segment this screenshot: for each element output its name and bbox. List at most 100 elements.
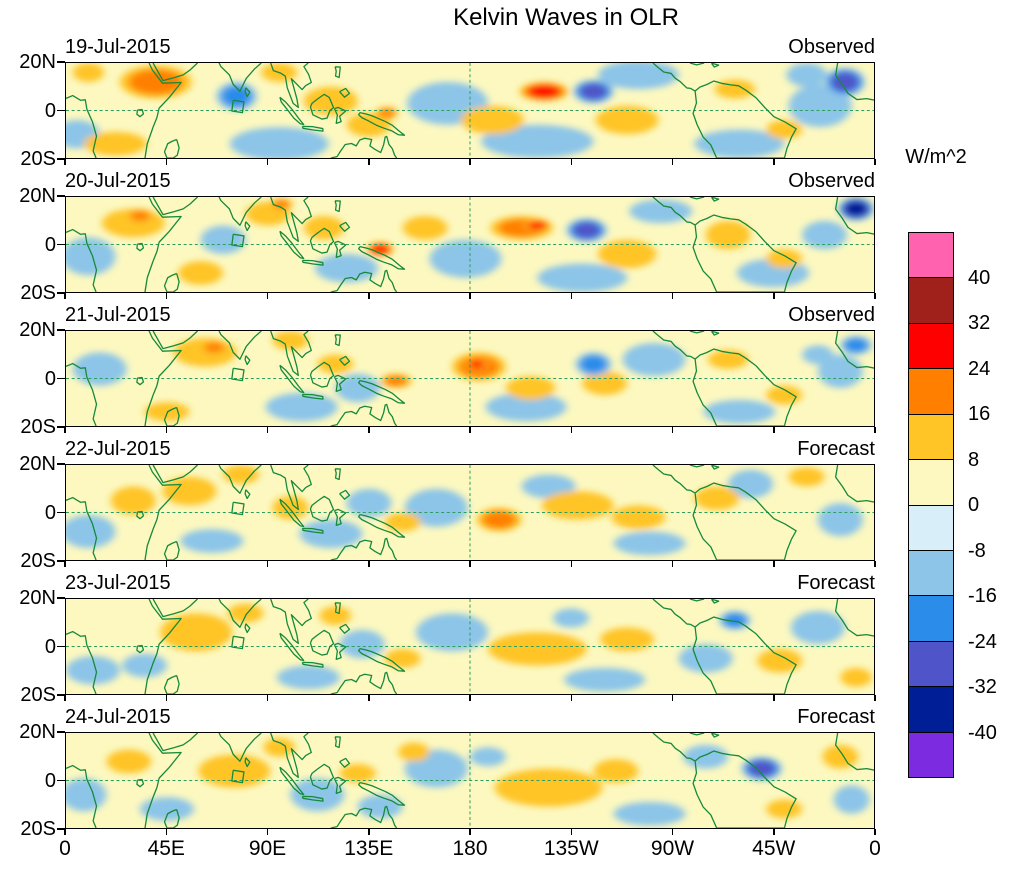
x-tick-label: 90E [248,837,287,860]
panel-header: 22-Jul-2015 Forecast [65,438,875,461]
colorbar-tick-label: -40 [968,721,997,744]
colorbar-tick-label: -8 [968,539,986,562]
y-axis-tick [57,61,65,63]
x-axis-tick [874,829,876,835]
x-axis-tick [368,293,370,299]
x-axis-tick [773,293,775,299]
colorbar-segment [909,596,953,642]
x-axis-tick [64,695,66,701]
y-axis-tick [57,292,65,294]
x-axis-tick [773,829,775,835]
panel-plot [65,330,875,427]
panel-group: 22-Jul-2015 Forecast 20N 0 20S [0,436,1021,572]
y-tick-label: 0 [44,501,56,524]
y-axis-tick [57,463,65,465]
panel-group: 24-Jul-2015 Forecast 20N 0 20S [0,704,1021,840]
x-axis-tick [165,159,167,165]
panel-header: 20-Jul-2015 Observed [65,170,875,193]
colorbar-segment [909,550,953,597]
colorbar-segment [909,323,953,370]
y-axis-tick [57,109,65,111]
x-axis-tick [368,695,370,701]
colorbar-tick-label: 8 [968,448,980,471]
panel-header: 21-Jul-2015 Observed [65,304,875,327]
colorbar-segment [909,369,953,415]
y-tick-label: 20S [20,550,56,572]
x-axis-tick [469,561,471,567]
panel-type-label: Forecast [797,438,875,460]
x-axis-tick [874,293,876,299]
panel-group: 23-Jul-2015 Forecast 20N 0 20S [0,570,1021,706]
x-axis-tick [64,427,66,433]
x-tick-label: 45W [752,837,796,860]
x-axis-tick [469,159,471,165]
x-axis-tick [266,293,269,299]
y-tick-label: 0 [44,769,56,792]
colorbar [908,232,954,778]
panel-type-label: Observed [788,304,875,326]
x-axis-tick [671,159,674,165]
y-tick-label: 20N [19,319,56,341]
coastlines [66,465,874,560]
x-axis-tick [368,427,370,433]
x-axis-tick [266,159,269,165]
panel-plot [65,732,875,829]
x-axis-tick [266,829,269,835]
y-tick-label: 20N [19,51,56,73]
panel-canvas [66,599,874,694]
anomaly-field [72,331,872,424]
panel-date: 23-Jul-2015 [65,572,171,594]
x-axis-tick [165,427,167,433]
panel-header: 19-Jul-2015 Observed [65,36,875,59]
x-axis-tick [64,561,66,567]
x-tick-label: 45E [147,837,185,860]
x-axis-tick [570,293,572,299]
panel-canvas [66,63,874,158]
panel-header: 24-Jul-2015 Forecast [65,706,875,729]
y-axis-tick [57,426,65,428]
y-axis-tick [57,329,65,331]
y-tick-label: 20S [20,818,56,840]
anomaly-field [66,465,863,556]
y-axis-tick [57,377,65,379]
colorbar-tick-label: 32 [968,312,991,334]
x-axis-tick [570,561,572,567]
y-axis-tick [57,694,65,696]
coastlines [66,331,874,426]
panel-header: 23-Jul-2015 Forecast [65,572,875,595]
panel-date: 20-Jul-2015 [65,170,171,192]
panel-date: 24-Jul-2015 [65,706,171,728]
y-tick-label: 0 [44,233,56,256]
chart-title: Kelvin Waves in OLR [453,4,679,31]
colorbar-tick-labels: 40 32 24 16 8 0 -8 -16 -24 -32 -40 [968,232,1020,778]
y-axis-tick [57,560,65,562]
x-tick-label: 135E [344,837,394,860]
x-tick-label: 0 [59,837,71,860]
x-axis-tick [671,427,674,433]
colorbar-units-label: W/m^2 [905,146,967,168]
y-axis-tick [57,779,65,781]
anomaly-field [66,603,872,692]
colorbar-segment [909,278,953,324]
x-axis-tick [773,695,775,701]
y-tick-label: 20S [20,148,56,170]
y-tick-label: 0 [44,367,56,390]
panel-group: 20-Jul-2015 Observed 20N 0 20S [0,168,1021,304]
x-axis-tick [165,561,167,567]
x-axis-tick [469,695,471,701]
panel-group: 21-Jul-2015 Observed 20N 0 20S [0,302,1021,438]
anomaly-field [66,63,866,158]
x-axis-tick [570,829,572,835]
anomaly-field [66,197,874,292]
panel-date: 19-Jul-2015 [65,36,171,58]
y-axis-tick [57,645,65,647]
x-axis-tick [671,829,674,835]
x-axis-tick [165,829,167,835]
x-axis-tick [266,427,269,433]
colorbar-segment [909,233,953,279]
panel-plot [65,196,875,293]
x-axis-tick [266,561,269,567]
x-axis-tick [165,695,167,701]
colorbar-segment [909,414,953,461]
x-axis-tick [64,829,66,835]
